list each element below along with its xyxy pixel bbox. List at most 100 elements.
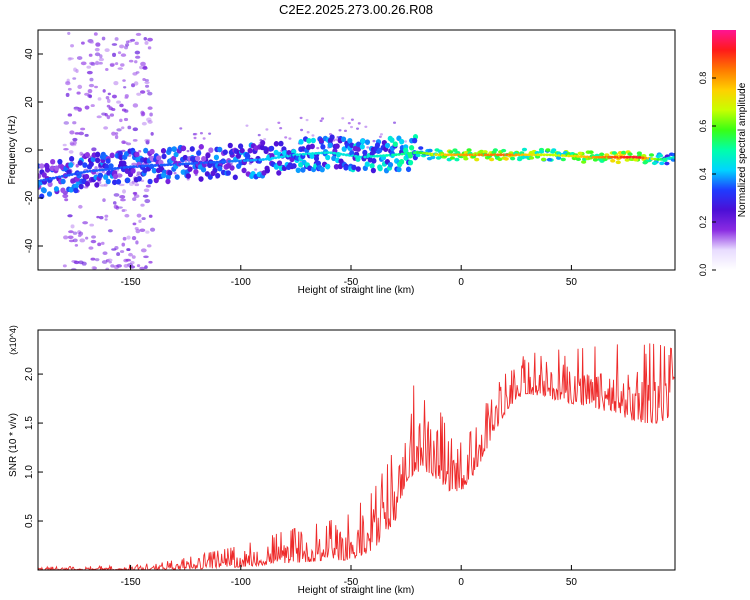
heatmap-speckle xyxy=(81,41,85,45)
heatmap-cell xyxy=(455,151,461,155)
colorbar-tick-label: 0.0 xyxy=(698,264,708,277)
heatmap-speckle xyxy=(316,146,320,150)
heatmap-ylabel: Frequency (Hz) xyxy=(7,116,18,185)
heatmap-ridge-core xyxy=(369,155,374,158)
heatmap-cell xyxy=(41,187,47,194)
heatmap-y-tick-label: 40 xyxy=(24,48,35,60)
heatmap-speckle xyxy=(72,231,78,235)
heatmap-speckle xyxy=(102,198,106,202)
heatmap-ridge-core xyxy=(579,155,583,158)
heatmap-ridge-core xyxy=(508,153,512,157)
heatmap-speckle xyxy=(119,118,123,123)
heatmap-speckle xyxy=(134,50,141,55)
heatmap-speckle xyxy=(90,104,95,108)
heatmap-speckle xyxy=(140,61,146,66)
heatmap-speckle xyxy=(140,248,147,253)
heatmap-ridge-core xyxy=(317,151,321,155)
heatmap-ridge-core xyxy=(215,160,219,164)
snr-y-tick-label: 0.5 xyxy=(24,514,35,528)
heatmap-speckle xyxy=(93,32,98,36)
heatmap-ridge-core xyxy=(279,155,284,159)
heatmap-speckle xyxy=(106,115,111,120)
heatmap-speckle xyxy=(101,112,107,116)
heatmap-cell xyxy=(161,153,167,160)
heatmap-speckle xyxy=(120,198,126,202)
heatmap-speckle xyxy=(106,98,111,103)
heatmap-speckle xyxy=(265,128,269,131)
heatmap-speckle xyxy=(126,248,131,252)
heatmap-cell xyxy=(84,173,90,180)
heatmap-speckle xyxy=(193,136,197,140)
heatmap-speckle xyxy=(109,113,115,117)
heatmap-speckle xyxy=(121,108,127,112)
heatmap-speckle xyxy=(132,72,138,76)
heatmap-cell xyxy=(194,155,201,162)
heatmap-cell xyxy=(125,177,131,184)
heatmap-speckle xyxy=(199,131,203,135)
heatmap-speckle xyxy=(141,217,146,220)
heatmap-ridge-core xyxy=(76,171,80,175)
heatmap-speckle xyxy=(99,54,103,59)
heatmap-speckle xyxy=(306,131,310,134)
heatmap-ridge-core xyxy=(110,167,114,171)
heatmap-ridge-core xyxy=(212,160,216,164)
heatmap-cell xyxy=(448,150,454,154)
heatmap-speckle xyxy=(94,60,100,66)
heatmap-cell xyxy=(359,143,365,150)
heatmap-speckle xyxy=(186,149,190,153)
heatmap-speckle xyxy=(78,260,84,265)
heatmap-cell xyxy=(46,191,53,197)
heatmap-cell xyxy=(134,151,140,158)
heatmap-speckle xyxy=(109,63,115,67)
heatmap-ridge-core xyxy=(477,153,482,157)
heatmap-ridge-core xyxy=(162,163,167,167)
heatmap-cell xyxy=(112,173,119,180)
heatmap-speckle xyxy=(78,204,83,209)
heatmap-speckle xyxy=(145,230,150,234)
heatmap-ridge-core xyxy=(394,153,398,157)
heatmap-speckle xyxy=(110,264,115,268)
heatmap-speckle xyxy=(121,242,126,247)
heatmap-cell xyxy=(325,163,331,170)
heatmap-cell xyxy=(657,153,664,158)
heatmap-speckle xyxy=(117,67,123,70)
heatmap-speckle xyxy=(90,257,96,261)
heatmap-speckle xyxy=(350,125,354,129)
heatmap-ridge-core xyxy=(425,152,429,155)
heatmap-cell xyxy=(147,178,153,185)
heatmap-speckle xyxy=(208,132,212,135)
heatmap-cell xyxy=(167,146,173,153)
heatmap-ridge-core xyxy=(91,169,96,173)
heatmap-cell xyxy=(454,157,460,162)
heatmap-ridge-core xyxy=(495,153,500,157)
heatmap-cell xyxy=(264,167,271,174)
heatmap-speckle xyxy=(150,132,154,136)
heatmap-ridge-core xyxy=(276,155,281,159)
heatmap-cell xyxy=(466,148,472,152)
heatmap-speckle xyxy=(135,228,141,234)
heatmap-ridge-core xyxy=(610,155,614,159)
colorbar-tick-label: 0.2 xyxy=(698,216,708,229)
heatmap-speckle xyxy=(277,121,281,125)
heatmap-ridge-core xyxy=(63,174,68,178)
heatmap-cell xyxy=(185,173,191,179)
heatmap-ridge-core xyxy=(548,153,553,157)
heatmap-ridge-core xyxy=(128,165,133,169)
heatmap-cell xyxy=(306,137,312,144)
heatmap-cell xyxy=(482,150,488,154)
heatmap-speckle xyxy=(104,48,110,53)
heatmap-cell xyxy=(105,178,111,185)
heatmap-cell xyxy=(94,182,100,188)
heatmap-marks xyxy=(38,31,675,270)
heatmap-speckle xyxy=(126,142,132,146)
heatmap-ridge-core xyxy=(539,153,543,157)
heatmap-speckle xyxy=(88,83,95,88)
heatmap-speckle xyxy=(94,258,100,262)
heatmap-cell xyxy=(538,149,545,154)
heatmap-cell xyxy=(171,146,177,152)
snr-y-tick-label: 2.0 xyxy=(24,367,35,381)
heatmap-speckle xyxy=(132,197,137,202)
heatmap-cell xyxy=(405,166,412,173)
heatmap-ridge-core xyxy=(267,157,272,161)
heatmap-speckle xyxy=(88,53,93,57)
